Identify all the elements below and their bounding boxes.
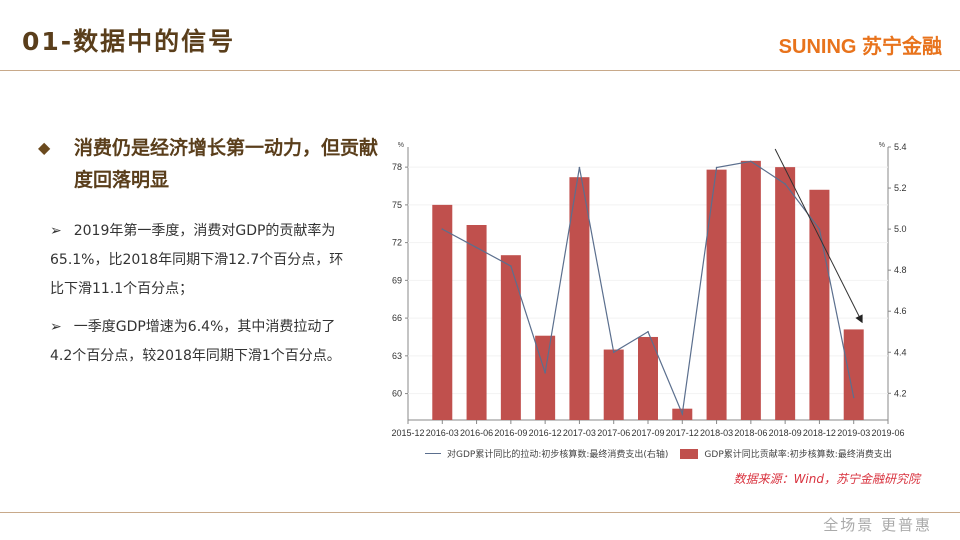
bar-2018-06 — [740, 160, 761, 420]
x-tick-label: 2018-12 — [803, 428, 836, 438]
x-tick-label: 2016-12 — [529, 428, 562, 438]
x-tick-label: 2016-06 — [460, 428, 493, 438]
x-tick-label: 2019-06 — [871, 428, 904, 438]
line-point-2017-06 — [612, 351, 615, 354]
line-point-2018-12 — [818, 228, 821, 230]
data-source: 数据来源：Wind，苏宁金融研究院 — [733, 472, 920, 486]
x-tick-label: 2019-03 — [837, 428, 870, 438]
line-point-2017-12 — [681, 413, 684, 415]
header-divider — [0, 70, 960, 71]
left-tick-label: 69 — [392, 275, 402, 285]
bar-2016-06 — [466, 225, 487, 420]
line-point-2017-09 — [647, 330, 649, 333]
x-tick-label: 2015-12 — [391, 428, 424, 438]
x-tick-label: 2017-12 — [666, 428, 699, 438]
page-title: 01-数据中的信号 — [22, 27, 236, 56]
legend-line-label: 对GDP累计同比的拉动:初步核算数:最终消费支出(右轴) — [447, 450, 669, 460]
left-axis-unit: % — [398, 142, 404, 149]
line-point-2019-03 — [852, 396, 855, 399]
left-tick-label: 75 — [392, 200, 402, 210]
bar-2019-03 — [843, 329, 864, 420]
heading-text: 消费仍是经济增长第一动力，但贡献度回落明显 — [74, 137, 379, 191]
left-tick-label: 63 — [392, 351, 402, 361]
bar-2018-09 — [775, 167, 796, 420]
bar-2016-12 — [535, 335, 556, 420]
x-tick-label: 2018-03 — [700, 428, 733, 438]
right-tick-label: 5.2 — [894, 183, 907, 193]
paragraph-2: ➢ 一季度GDP增速为6.4%，其中消费拉动了4.2个百分点，较2018年同期下滑… — [50, 313, 350, 371]
bar-2016-03 — [432, 204, 453, 420]
paragraph-1: ➢ 2019年第一季度，消费对GDP的贡献率为65.1%，比2018年同期下滑12… — [50, 217, 350, 304]
x-tick-label: 2016-09 — [494, 428, 527, 438]
arrow-bullet-icon: ➢ — [50, 223, 62, 239]
left-tick-label: 60 — [392, 389, 402, 399]
chart-legend: 对GDP累计同比的拉动:初步核算数:最终消费支出(右轴) GDP累计同比贡献率:… — [425, 447, 892, 460]
left-tick-label: 78 — [392, 162, 402, 172]
x-tick-label: 2017-09 — [631, 428, 664, 438]
bar-2016-09 — [500, 255, 521, 420]
right-tick-label: 5.0 — [894, 224, 907, 234]
footer-slogan: 全场景 更普惠 — [823, 516, 932, 534]
legend-line-swatch — [425, 453, 441, 454]
footer-divider — [0, 512, 960, 513]
section-heading: ◆ 消费仍是经济增长第一动力，但贡献度回落明显 — [38, 132, 378, 196]
bar-2017-03 — [569, 177, 590, 420]
trend-arrow — [774, 148, 863, 324]
left-tick-label: 66 — [392, 313, 402, 323]
line-point-2016-12 — [544, 371, 546, 374]
right-tick-label: 4.6 — [894, 306, 907, 316]
paragraph-text: 2019年第一季度，消费对GDP的贡献率为65.1%，比2018年同期下滑12.… — [50, 223, 344, 297]
line-point-2018-09 — [784, 183, 786, 185]
bar-2017-09 — [638, 336, 658, 420]
x-tick-label: 2018-06 — [734, 428, 767, 438]
legend-bar-label: GDP累计同比贡献率:初步核算数:最终消费支出 — [704, 450, 892, 460]
arrow-bullet-icon: ➢ — [50, 319, 62, 335]
x-tick-label: 2017-03 — [563, 428, 596, 438]
x-tick-label: 2018-09 — [769, 428, 802, 438]
legend-bar-swatch — [680, 448, 699, 459]
bar-2018-03 — [706, 169, 727, 420]
line-point-2016-03 — [441, 228, 444, 230]
suning-logo: SUNING 苏宁金融 — [778, 36, 942, 58]
right-axis-unit: % — [879, 142, 885, 149]
line-point-2016-09 — [510, 265, 512, 267]
right-tick-label: 4.4 — [894, 347, 907, 357]
bar-2017-06 — [603, 349, 624, 420]
diamond-bullet-icon: ◆ — [38, 138, 51, 157]
left-tick-label: 72 — [392, 238, 402, 248]
right-tick-label: 5.4 — [894, 142, 907, 152]
line-point-2018-03 — [715, 166, 718, 169]
line-point-2017-03 — [578, 166, 581, 169]
line-point-2016-06 — [475, 246, 478, 249]
x-tick-label: 2016-03 — [426, 428, 459, 438]
line-point-2018-06 — [750, 160, 752, 163]
right-tick-label: 4.2 — [894, 388, 907, 398]
x-tick-label: 2017-06 — [597, 428, 630, 438]
paragraph-text: 一季度GDP增速为6.4%，其中消费拉动了4.2个百分点，较2018年同期下滑1… — [50, 319, 341, 364]
right-tick-label: 4.8 — [894, 265, 907, 275]
